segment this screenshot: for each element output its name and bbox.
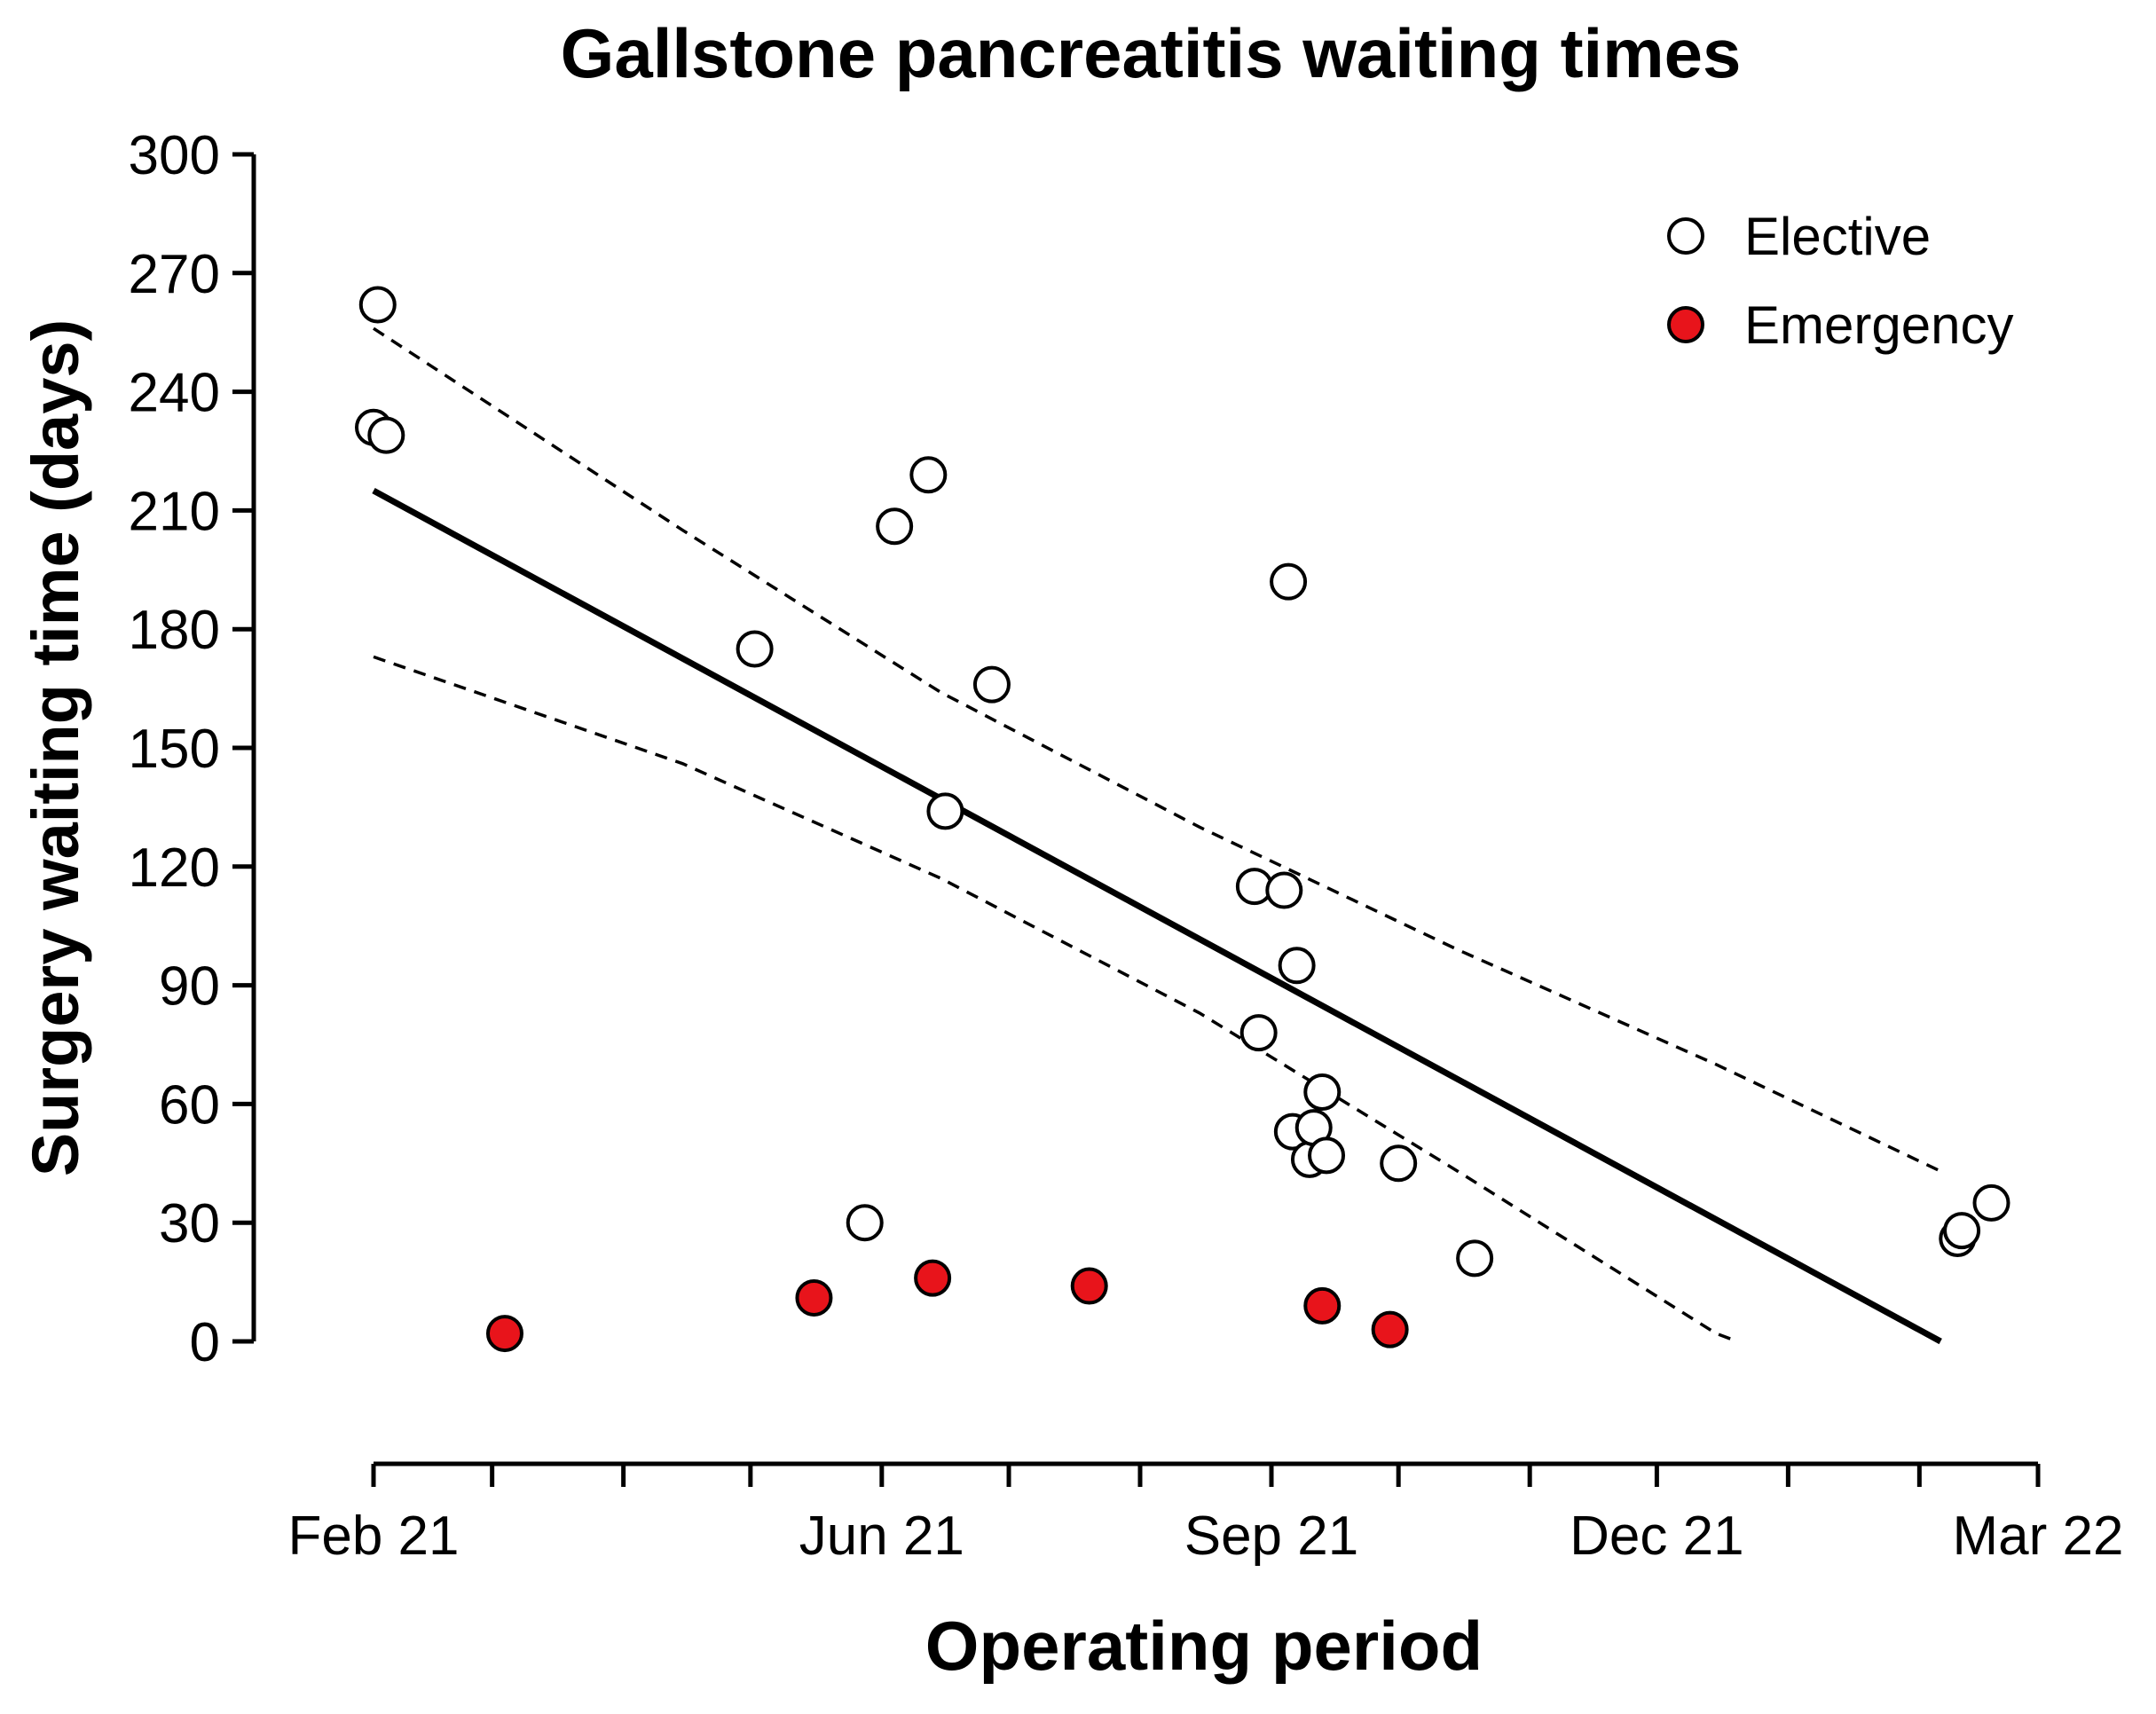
legend-label-elective: Elective (1744, 207, 1931, 266)
elective-point (972, 665, 1011, 704)
y-tick-label: 240 (129, 363, 220, 424)
x-axis: Feb 21 Jun 21 Sep 21 Dec 21 Mar 22 (287, 1461, 2124, 1567)
elective-point (1239, 1014, 1278, 1052)
elective-point (1380, 1144, 1418, 1183)
elective-point (736, 630, 774, 668)
y-tick-label: 30 (159, 1193, 220, 1254)
legend-marker-elective (1667, 217, 1704, 255)
elective-point (846, 1204, 884, 1242)
regression-line (372, 488, 1942, 1345)
y-tick-label: 0 (190, 1312, 220, 1373)
y-tick-label: 60 (159, 1074, 220, 1136)
legend-label-emergency: Emergency (1744, 295, 2013, 355)
y-tick-label: 180 (129, 600, 220, 661)
emergency-point (914, 1259, 952, 1297)
elective-point (1972, 1183, 2010, 1222)
legend-marker-emergency (1667, 306, 1704, 343)
elective-point (926, 792, 964, 830)
emergency-point (1070, 1267, 1108, 1305)
elective-point (358, 286, 397, 324)
emergency-point (795, 1278, 833, 1317)
elective-point (1303, 1073, 1342, 1112)
elective-point (909, 456, 948, 494)
elective-point (1943, 1212, 1981, 1250)
x-tick-label: Feb 21 (287, 1506, 459, 1567)
x-tick-label: Sep 21 (1184, 1506, 1359, 1567)
y-tick-label: 300 (129, 125, 220, 186)
y-axis: 0 30 60 90 120 150 180 210 240 270 300 (129, 125, 256, 1373)
x-tick-label: Jun 21 (799, 1506, 964, 1567)
emergency-point (485, 1315, 523, 1353)
y-tick-label: 210 (129, 481, 220, 542)
elective-point (1278, 947, 1316, 985)
y-tick-label: 90 (159, 956, 220, 1018)
confidence-band-lower (373, 655, 1738, 1343)
y-tick-label: 120 (129, 837, 220, 899)
emergency-point (1371, 1310, 1409, 1348)
chart-title: Gallstone pancreatitis waiting times (561, 14, 1742, 92)
elective-point (876, 507, 914, 546)
y-tick-label: 270 (129, 244, 220, 305)
elective-point (1456, 1239, 1494, 1278)
elective-point (1265, 871, 1303, 909)
elective-point (367, 416, 405, 454)
confidence-band (373, 326, 1941, 1343)
y-axis-label: Surgery waiting time (days) (19, 319, 92, 1176)
legend: Elective Emergency (1667, 207, 2013, 355)
x-tick-label: Dec 21 (1570, 1506, 1743, 1567)
x-axis-label: Operating period (925, 1607, 1483, 1685)
emergency-point (1303, 1286, 1342, 1325)
data-points (355, 286, 2010, 1353)
y-tick-label: 150 (129, 719, 220, 780)
x-tick-label: Mar 22 (1953, 1506, 2124, 1567)
elective-point (1270, 562, 1308, 601)
fit-line (372, 488, 1942, 1345)
confidence-band-upper (373, 326, 1941, 1173)
elective-point (1308, 1136, 1346, 1175)
